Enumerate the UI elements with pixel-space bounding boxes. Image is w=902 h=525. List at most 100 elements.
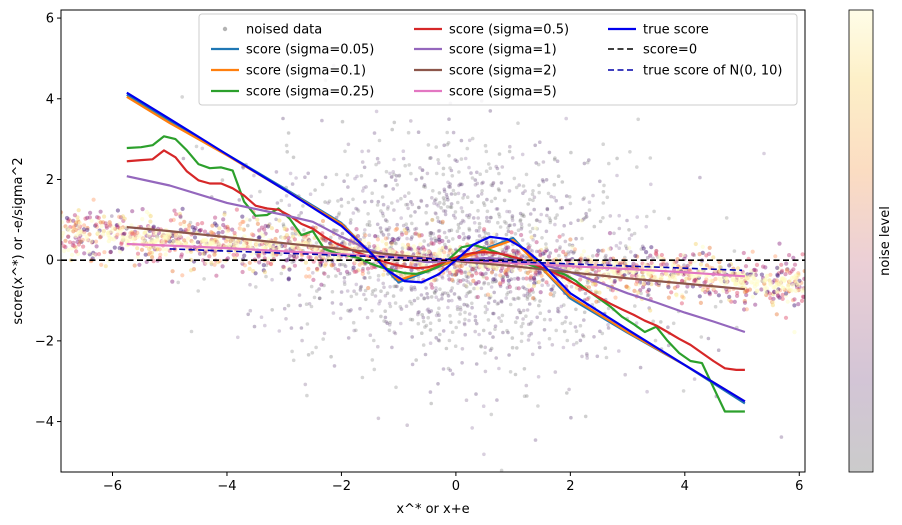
scatter-point bbox=[749, 268, 754, 274]
scatter-point bbox=[581, 333, 585, 337]
scatter-point bbox=[529, 320, 534, 324]
scatter-point bbox=[424, 210, 428, 215]
scatter-point bbox=[421, 315, 426, 320]
scatter-point bbox=[595, 354, 600, 359]
scatter-point bbox=[395, 260, 400, 265]
scatter-point bbox=[405, 226, 410, 231]
scatter-point bbox=[534, 240, 539, 245]
x-tick-label: 4 bbox=[681, 479, 689, 494]
scatter-point bbox=[238, 221, 243, 227]
scatter-point bbox=[587, 295, 591, 300]
scatter-point bbox=[744, 292, 749, 298]
scatter-point bbox=[61, 244, 67, 249]
scatter-point bbox=[128, 231, 133, 236]
scatter-point bbox=[401, 223, 406, 228]
scatter-point bbox=[735, 290, 740, 295]
scatter-point bbox=[753, 302, 758, 307]
scatter-point bbox=[320, 182, 325, 187]
scatter-point bbox=[771, 296, 776, 301]
scatter-point bbox=[518, 211, 523, 216]
scatter-point bbox=[403, 163, 408, 168]
scatter-point bbox=[397, 173, 402, 178]
scatter-point bbox=[465, 304, 470, 308]
scatter-point bbox=[172, 208, 177, 213]
scatter-point bbox=[450, 272, 454, 277]
scatter-point bbox=[473, 183, 478, 187]
scatter-point bbox=[375, 237, 380, 242]
scatter-point bbox=[106, 230, 111, 235]
scatter-point bbox=[455, 264, 459, 269]
scatter-point bbox=[457, 268, 462, 273]
scatter-point bbox=[425, 171, 430, 176]
scatter-point bbox=[414, 226, 419, 231]
scatter-point bbox=[388, 171, 392, 176]
scatter-point bbox=[504, 245, 509, 250]
scatter-point bbox=[385, 228, 389, 232]
scatter-point bbox=[457, 226, 461, 230]
scatter-point bbox=[698, 300, 704, 305]
scatter-point bbox=[482, 229, 486, 233]
scatter-point bbox=[425, 203, 429, 208]
scatter-point bbox=[420, 168, 425, 172]
scatter-point bbox=[399, 273, 404, 278]
scatter-point bbox=[684, 276, 689, 281]
scatter-point bbox=[779, 270, 784, 275]
scatter-point bbox=[420, 331, 424, 336]
scatter-point bbox=[557, 234, 562, 239]
scatter-point bbox=[582, 310, 587, 315]
scatter-point bbox=[463, 310, 467, 315]
scatter-point bbox=[126, 237, 132, 243]
scatter-point bbox=[433, 236, 437, 240]
scatter-point bbox=[270, 277, 274, 282]
scatter-point bbox=[362, 275, 367, 280]
scatter-point bbox=[574, 236, 578, 241]
scatter-point bbox=[339, 302, 343, 306]
scatter-point bbox=[567, 266, 573, 271]
scatter-point bbox=[363, 288, 368, 293]
scatter-point bbox=[539, 273, 544, 278]
scatter-point bbox=[601, 201, 606, 205]
scatter-point bbox=[484, 276, 489, 281]
y-tick-label: 4 bbox=[46, 92, 54, 107]
scatter-point bbox=[516, 121, 520, 125]
scatter-point bbox=[437, 247, 442, 252]
scatter-point bbox=[528, 244, 532, 248]
scatter-point bbox=[659, 252, 665, 258]
scatter-point bbox=[197, 251, 203, 256]
scatter-point bbox=[202, 251, 207, 256]
scatter-point bbox=[752, 267, 757, 272]
scatter-point bbox=[487, 296, 492, 300]
scatter-point bbox=[697, 294, 702, 299]
scatter-point bbox=[607, 231, 613, 236]
scatter-point bbox=[70, 246, 75, 251]
scatter-point bbox=[291, 155, 296, 160]
scatter-point bbox=[563, 320, 567, 324]
scatter-point bbox=[800, 252, 805, 257]
scatter-point bbox=[438, 287, 442, 292]
scatter-point bbox=[528, 278, 533, 282]
scatter-point bbox=[743, 264, 749, 269]
scatter-point bbox=[292, 263, 297, 268]
scatter-point bbox=[300, 338, 304, 343]
scatter-point bbox=[445, 205, 450, 209]
scatter-point bbox=[408, 317, 413, 322]
scatter-point bbox=[252, 324, 257, 329]
scatter-point bbox=[434, 286, 438, 290]
scatter-point bbox=[274, 228, 279, 234]
scatter-point bbox=[81, 227, 86, 232]
scatter-point bbox=[428, 341, 433, 346]
scatter-point bbox=[264, 263, 269, 268]
legend-marker bbox=[222, 26, 228, 32]
scatter-point bbox=[416, 312, 420, 317]
scatter-point bbox=[148, 250, 153, 255]
scatter-point bbox=[727, 294, 732, 299]
scatter-point bbox=[702, 280, 707, 285]
scatter-point bbox=[72, 244, 77, 249]
scatter-point bbox=[294, 176, 298, 180]
scatter-point bbox=[241, 243, 247, 248]
scatter-point bbox=[593, 289, 598, 294]
scatter-point bbox=[304, 302, 309, 307]
scatter-point bbox=[322, 263, 327, 268]
scatter-point bbox=[465, 146, 470, 151]
